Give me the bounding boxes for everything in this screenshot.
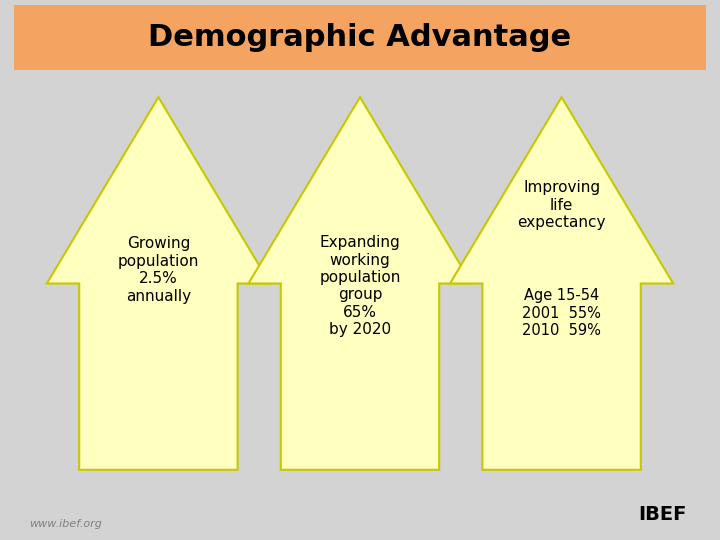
Polygon shape bbox=[248, 97, 472, 470]
Text: Expanding
working
population
group
65%
by 2020: Expanding working population group 65% b… bbox=[319, 235, 401, 337]
Polygon shape bbox=[450, 97, 673, 470]
Text: Improving
life
expectancy: Improving life expectancy bbox=[518, 180, 606, 230]
Text: IBEF: IBEF bbox=[638, 505, 687, 524]
Text: Demographic Advantage: Demographic Advantage bbox=[148, 23, 572, 52]
Text: Growing
population
2.5%
annually: Growing population 2.5% annually bbox=[117, 237, 199, 303]
Text: Age 15-54
2001  55%
2010  59%: Age 15-54 2001 55% 2010 59% bbox=[522, 288, 601, 338]
Text: www.ibef.org: www.ibef.org bbox=[29, 519, 102, 529]
Polygon shape bbox=[47, 97, 270, 470]
FancyBboxPatch shape bbox=[14, 5, 706, 70]
